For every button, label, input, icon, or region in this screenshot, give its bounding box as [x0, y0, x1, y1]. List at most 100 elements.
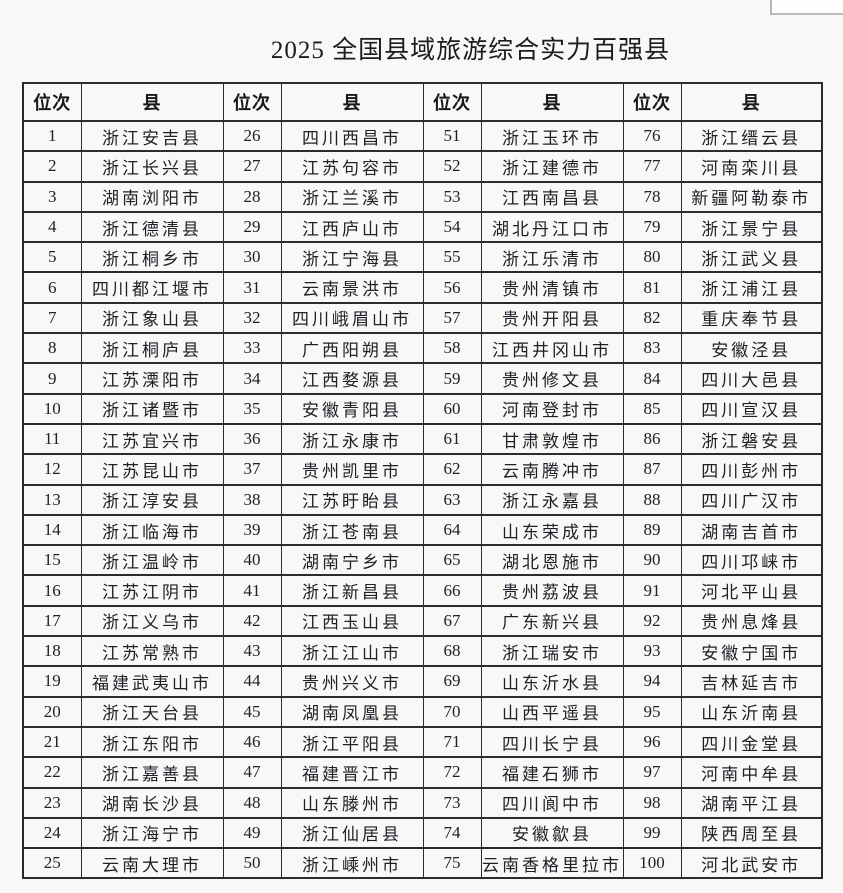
- rank-cell: 79: [622, 210, 682, 244]
- county-cell: 浙江乐清市: [480, 241, 624, 274]
- rank-cell: 52: [422, 150, 482, 183]
- county-cell: 江西玉山县: [280, 604, 424, 638]
- rank-cell: 74: [422, 816, 482, 850]
- county-cell: 浙江温岭市: [80, 544, 224, 577]
- county-cell: 浙江宁海县: [280, 241, 424, 274]
- table-row: 12 江苏昆山市 37 贵州凯里市 62 云南腾冲市 87 四川彭州市: [22, 453, 823, 486]
- rank-cell: 95: [622, 695, 682, 728]
- county-cell: 浙江德清县: [80, 210, 224, 244]
- rank-cell: 100: [622, 847, 682, 880]
- rank-cell: 72: [422, 756, 482, 789]
- county-cell: 广西阳朔县: [280, 332, 424, 365]
- table-row: 17 浙江义乌市 42 江西玉山县 67 广东新兴县 92 贵州息烽县: [22, 604, 823, 638]
- county-cell: 湖北恩施市: [480, 544, 624, 577]
- county-cell: 贵州息烽县: [680, 604, 823, 638]
- county-cell: 湖南凤凰县: [280, 695, 424, 728]
- rank-cell: 4: [22, 210, 82, 244]
- rank-cell: 69: [422, 665, 482, 698]
- county-cell: 四川大邑县: [680, 362, 823, 395]
- county-cell: 安徽歙县: [480, 816, 624, 850]
- header-county-1: 县: [80, 82, 224, 122]
- county-cell: 浙江缙云县: [680, 119, 823, 153]
- rank-cell: 61: [422, 422, 482, 456]
- county-cell: 四川阆中市: [480, 786, 624, 819]
- rank-cell: 42: [222, 604, 282, 638]
- county-cell: 湖南长沙县: [80, 786, 224, 819]
- header-rank-2: 位次: [222, 82, 282, 122]
- table-row: 7 浙江象山县 32 四川峨眉山市 57 贵州开阳县 82 重庆奉节县: [22, 301, 823, 335]
- county-cell: 湖南宁乡市: [280, 544, 424, 577]
- rank-cell: 13: [22, 483, 82, 516]
- county-cell: 江苏盱眙县: [280, 483, 424, 516]
- rank-cell: 40: [222, 544, 282, 577]
- rank-cell: 34: [222, 362, 282, 395]
- county-cell: 浙江东阳市: [80, 725, 224, 759]
- header-county-3: 县: [480, 82, 624, 122]
- table-row: 20 浙江天台县 45 湖南凤凰县 70 山西平遥县 95 山东沂南县: [22, 695, 823, 728]
- county-cell: 浙江兰溪市: [280, 180, 424, 213]
- rank-cell: 98: [622, 786, 682, 819]
- table-row: 22 浙江嘉善县 47 福建晋江市 72 福建石狮市 97 河南中牟县: [22, 756, 823, 789]
- rank-cell: 5: [22, 241, 82, 274]
- county-cell: 福建晋江市: [280, 756, 424, 789]
- rank-cell: 11: [22, 422, 82, 456]
- county-cell: 四川峨眉山市: [280, 301, 424, 335]
- table-row: 3 湖南浏阳市 28 浙江兰溪市 53 江西南昌县 78 新疆阿勒泰市: [22, 180, 823, 213]
- county-cell: 河北平山县: [680, 574, 823, 607]
- county-cell: 浙江海宁市: [80, 816, 224, 850]
- table-row: 23 湖南长沙县 48 山东滕州市 73 四川阆中市 98 湖南平江县: [22, 786, 823, 819]
- county-cell: 云南景洪市: [280, 271, 424, 304]
- county-cell: 浙江仙居县: [280, 816, 424, 850]
- page-title: 2025 全国县域旅游综合实力百强县: [270, 37, 671, 64]
- county-cell: 四川长宁县: [480, 725, 624, 759]
- rank-cell: 43: [222, 635, 282, 668]
- county-cell: 江西南昌县: [480, 180, 624, 213]
- table-row: 16 江苏江阴市 41 浙江新昌县 66 贵州荔波县 91 河北平山县: [22, 574, 823, 607]
- county-cell: 浙江瑞安市: [480, 635, 624, 668]
- county-cell: 浙江浦江县: [680, 271, 823, 304]
- header-rank-4: 位次: [622, 82, 682, 122]
- table-row: 19 福建武夷山市 44 贵州兴义市 69 山东沂水县 94 吉林延吉市: [22, 665, 823, 698]
- county-cell: 广东新兴县: [480, 604, 624, 638]
- county-cell: 江苏宜兴市: [80, 422, 224, 456]
- rank-cell: 21: [22, 725, 82, 759]
- rank-cell: 97: [622, 756, 682, 789]
- table-row: 15 浙江温岭市 40 湖南宁乡市 65 湖北恩施市 90 四川邛崃市: [22, 544, 823, 577]
- table-row: 24 浙江海宁市 49 浙江仙居县 74 安徽歙县 99 陕西周至县: [22, 816, 823, 850]
- county-cell: 四川都江堰市: [80, 271, 224, 304]
- county-cell: 安徽青阳县: [280, 392, 424, 425]
- rank-cell: 8: [22, 332, 82, 365]
- county-cell: 江西婺源县: [280, 362, 424, 395]
- rank-cell: 26: [222, 119, 282, 153]
- county-cell: 湖北丹江口市: [480, 210, 624, 244]
- rank-cell: 99: [622, 816, 682, 850]
- county-cell: 四川邛崃市: [680, 544, 823, 577]
- rank-cell: 7: [22, 301, 82, 335]
- county-cell: 浙江安吉县: [80, 119, 224, 153]
- rank-cell: 58: [422, 332, 482, 365]
- county-cell: 浙江义乌市: [80, 604, 224, 638]
- rank-cell: 85: [622, 392, 682, 425]
- county-cell: 浙江淳安县: [80, 483, 224, 516]
- county-cell: 贵州修文县: [480, 362, 624, 395]
- rank-cell: 71: [422, 725, 482, 759]
- rank-cell: 47: [222, 756, 282, 789]
- rank-cell: 55: [422, 241, 482, 274]
- rank-cell: 9: [22, 362, 82, 395]
- county-cell: 贵州清镇市: [480, 271, 624, 304]
- rank-cell: 53: [422, 180, 482, 213]
- county-cell: 河北武安市: [680, 847, 823, 880]
- county-cell: 云南腾冲市: [480, 453, 624, 486]
- rank-cell: 87: [622, 453, 682, 486]
- rank-cell: 67: [422, 604, 482, 638]
- table-row: 2 浙江长兴县 27 江苏句容市 52 浙江建德市 77 河南栾川县: [22, 150, 823, 183]
- county-cell: 浙江磐安县: [680, 422, 823, 456]
- county-cell: 江西井冈山市: [480, 332, 624, 365]
- county-cell: 浙江天台县: [80, 695, 224, 728]
- county-cell: 河南中牟县: [680, 756, 823, 789]
- rank-cell: 77: [622, 150, 682, 183]
- rank-cell: 90: [622, 544, 682, 577]
- rank-cell: 24: [22, 816, 82, 850]
- county-cell: 甘肃敦煌市: [480, 422, 624, 456]
- rank-cell: 91: [622, 574, 682, 607]
